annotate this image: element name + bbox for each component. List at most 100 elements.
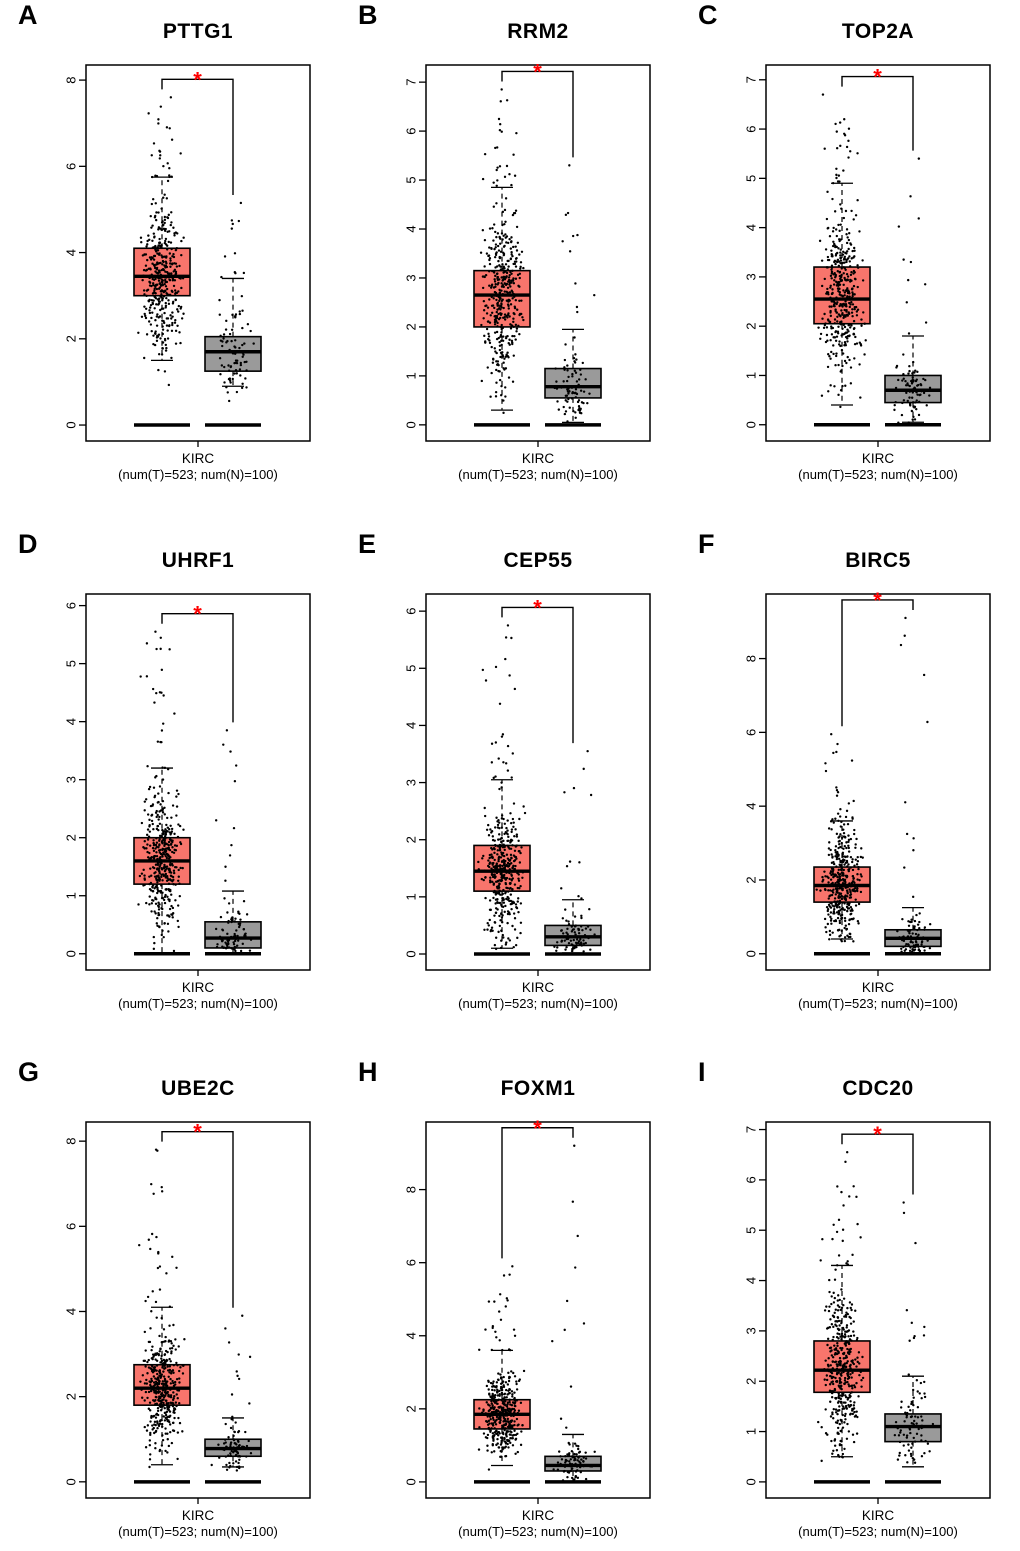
significance-bracket <box>841 599 914 727</box>
normal-points <box>551 1144 596 1482</box>
tumor-points <box>817 93 867 409</box>
x-axis-sample-counts: (num(T)=523; num(N)=100) <box>798 1524 958 1539</box>
y-tick-label: 2 <box>64 834 79 841</box>
significance-bracket <box>501 606 574 744</box>
x-axis-sample-counts: (num(T)=523; num(N)=100) <box>118 1524 278 1539</box>
boxplot-canvas: 0 2 4 6 8 * <box>744 588 991 976</box>
y-tick-label: 8 <box>404 1186 419 1193</box>
panel-letter: D <box>18 529 38 559</box>
panel-i: I CDC20 0 1 2 3 4 5 6 7 * KIRC (num(T)=523; num(… <box>680 1057 1020 1551</box>
significance-bracket <box>841 1133 914 1195</box>
boxplot-canvas: 0 2 4 6 8 * <box>64 1120 311 1504</box>
plot-frame <box>765 593 991 971</box>
y-tick-label: 7 <box>744 1126 759 1133</box>
x-axis-group-label: KIRC <box>521 1508 555 1523</box>
plot-frame <box>425 64 651 442</box>
boxplot-canvas: 0 1 2 3 4 5 6 * <box>404 593 651 976</box>
significance-asterisk: * <box>193 602 202 627</box>
y-tick-label: 0 <box>64 950 79 957</box>
y-tick-label: 3 <box>64 776 79 783</box>
gene-title: TOP2A <box>841 20 915 43</box>
significance-asterisk: * <box>533 1116 542 1141</box>
x-axis-sample-counts: (num(T)=523; num(N)=100) <box>118 467 278 482</box>
y-tick-label: 4 <box>64 718 79 725</box>
significance-bracket <box>161 1130 234 1308</box>
panel-letter: B <box>358 0 378 30</box>
y-tick-label: 6 <box>744 125 759 132</box>
y-tick-label: 2 <box>404 323 419 330</box>
y-tick-label: 8 <box>64 1138 79 1145</box>
y-tick-label: 5 <box>64 660 79 667</box>
panel-letter: F <box>698 529 715 559</box>
y-tick-label: 0 <box>64 421 79 428</box>
x-axis-group-label: KIRC <box>181 980 215 995</box>
y-tick-label: 6 <box>404 127 419 134</box>
tumor-points <box>815 733 864 943</box>
x-axis-sample-counts: (num(T)=523; num(N)=100) <box>458 467 618 482</box>
y-tick-label: 2 <box>404 836 419 843</box>
y-tick-label: 0 <box>64 1478 79 1485</box>
x-axis-group-label: KIRC <box>521 451 555 466</box>
x-axis-sample-counts: (num(T)=523; num(N)=100) <box>458 1524 618 1539</box>
gene-title: BIRC5 <box>845 549 911 572</box>
boxplot-canvas: 0 1 2 3 4 5 6 7 * <box>404 59 651 447</box>
y-tick-label: 4 <box>404 225 419 232</box>
panel-letter: I <box>698 1057 706 1087</box>
significance-asterisk: * <box>533 59 542 84</box>
normal-points <box>214 729 253 953</box>
x-axis-group-label: KIRC <box>521 980 555 995</box>
significance-asterisk: * <box>873 588 882 613</box>
panel-a: A PTTG1 0 2 4 6 8 * KIRC (num(T)=523; num(N)=… <box>0 0 340 494</box>
y-tick-label: 0 <box>404 950 419 957</box>
y-tick-label: 7 <box>744 76 759 83</box>
x-axis-group-label: KIRC <box>861 451 895 466</box>
significance-asterisk: * <box>193 1120 202 1145</box>
x-axis-group-label: KIRC <box>861 1508 895 1523</box>
y-tick-label: 1 <box>744 372 759 379</box>
y-tick-label: 0 <box>404 421 419 428</box>
y-tick-label: 4 <box>404 722 419 729</box>
y-tick-label: 5 <box>404 176 419 183</box>
normal-points <box>218 201 255 403</box>
gene-title: CDC20 <box>842 1077 914 1100</box>
tumor-points <box>479 88 525 415</box>
x-axis-group-label: KIRC <box>861 980 895 995</box>
y-tick-label: 4 <box>744 224 759 231</box>
gene-title: UBE2C <box>161 1077 235 1100</box>
significance-asterisk: * <box>193 67 202 92</box>
y-tick-label: 6 <box>744 1176 759 1183</box>
boxplot-canvas: 0 2 4 6 8 * <box>404 1116 651 1504</box>
significance-bracket <box>501 70 574 158</box>
y-tick-label: 4 <box>744 803 759 810</box>
gene-title: RRM2 <box>507 20 569 43</box>
y-tick-label: 0 <box>744 950 759 957</box>
gene-title: FOXM1 <box>500 1077 576 1100</box>
normal-points <box>893 1201 935 1464</box>
y-tick-label: 3 <box>744 1327 759 1334</box>
boxplot-canvas: 0 2 4 6 8 * <box>64 64 311 447</box>
gene-title: UHRF1 <box>161 549 235 572</box>
panel-e: E CEP55 0 1 2 3 4 5 6 * KIRC (num(T)=523; num(N… <box>340 529 680 1023</box>
y-tick-label: 1 <box>404 893 419 900</box>
significance-bracket <box>841 75 914 151</box>
y-tick-label: 2 <box>64 335 79 342</box>
x-axis-group-label: KIRC <box>181 1508 215 1523</box>
y-tick-label: 6 <box>744 729 759 736</box>
panel-letter: G <box>18 1057 40 1087</box>
y-tick-label: 5 <box>744 175 759 182</box>
plot-frame <box>85 1121 311 1499</box>
y-tick-label: 4 <box>64 1308 79 1315</box>
tumor-points <box>477 1265 526 1471</box>
gene-title: CEP55 <box>503 549 573 572</box>
y-tick-label: 0 <box>404 1478 419 1485</box>
y-tick-label: 3 <box>404 779 419 786</box>
boxplot-canvas: 0 1 2 3 4 5 6 7 * <box>744 1121 991 1504</box>
y-tick-label: 2 <box>404 1405 419 1412</box>
panel-g: G UBE2C 0 2 4 6 8 * KIRC (num(T)=523; num(N)=… <box>0 1057 340 1551</box>
tumor-points <box>817 1151 865 1463</box>
normal-points <box>210 1314 253 1472</box>
y-tick-label: 2 <box>744 1378 759 1385</box>
y-tick-label: 4 <box>744 1277 759 1284</box>
y-tick-label: 6 <box>404 1259 419 1266</box>
